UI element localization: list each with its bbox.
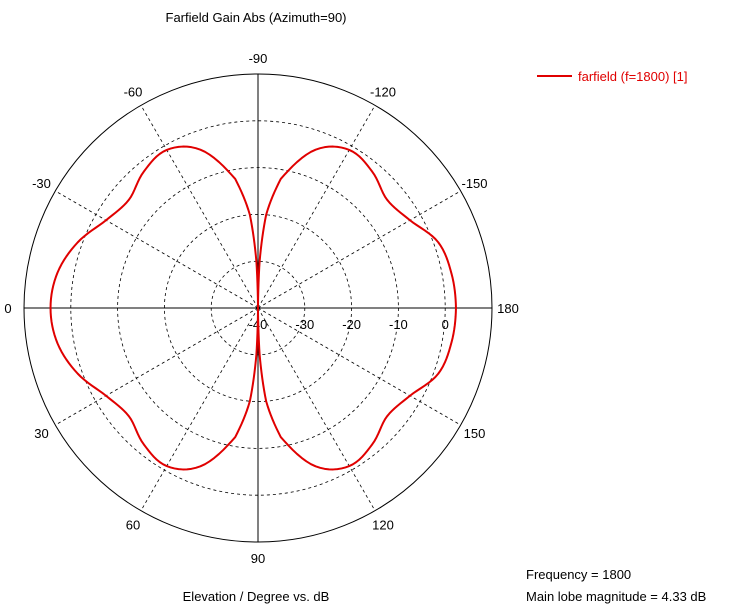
grid-spoke — [257, 307, 461, 426]
grid-spoke — [140, 105, 259, 309]
angle-tick-label: 90 — [251, 551, 265, 566]
radial-tick-labels: -40 -30 -20 -10 0 — [249, 317, 449, 332]
grid-spoke — [140, 307, 259, 511]
radial-tick-label: 0 — [442, 317, 449, 332]
angle-tick-label: -150 — [461, 176, 487, 191]
grid-spoke — [55, 190, 259, 309]
angle-tick-label: 0 — [4, 301, 11, 316]
angle-tick-label: 150 — [464, 426, 486, 441]
angle-tick-label: -30 — [32, 176, 51, 191]
grid-spoke — [257, 105, 376, 309]
angle-tick-labels: -90 -120 -150 180 150 120 90 60 30 0 -30 -60 — [4, 51, 518, 566]
angle-tick-label: -60 — [124, 84, 143, 99]
chart-title: Farfield Gain Abs (Azimuth=90) — [166, 10, 347, 25]
radial-tick-label: -30 — [295, 317, 314, 332]
series-line — [49, 145, 457, 471]
angle-tick-label: 60 — [126, 518, 140, 533]
grid-spoke — [55, 307, 259, 426]
radial-tick-label: -10 — [389, 317, 408, 332]
radial-tick-label: -20 — [342, 317, 361, 332]
x-axis-label: Elevation / Degree vs. dB — [183, 589, 330, 604]
main-lobe-readout: Main lobe magnitude = 4.33 dB — [526, 589, 706, 604]
legend-label: farfield (f=1800) [1] — [578, 69, 687, 84]
angle-tick-label: -120 — [370, 84, 396, 99]
angle-tick-label: 180 — [497, 301, 519, 316]
grid-spoke — [257, 190, 461, 309]
angle-tick-label: 120 — [372, 518, 394, 533]
grid-spoke — [257, 307, 376, 511]
series-layer — [49, 145, 457, 471]
angle-tick-label: 30 — [34, 426, 48, 441]
legend: farfield (f=1800) [1] — [537, 69, 687, 84]
frequency-readout: Frequency = 1800 — [526, 567, 631, 582]
angle-tick-label: -90 — [249, 51, 268, 66]
